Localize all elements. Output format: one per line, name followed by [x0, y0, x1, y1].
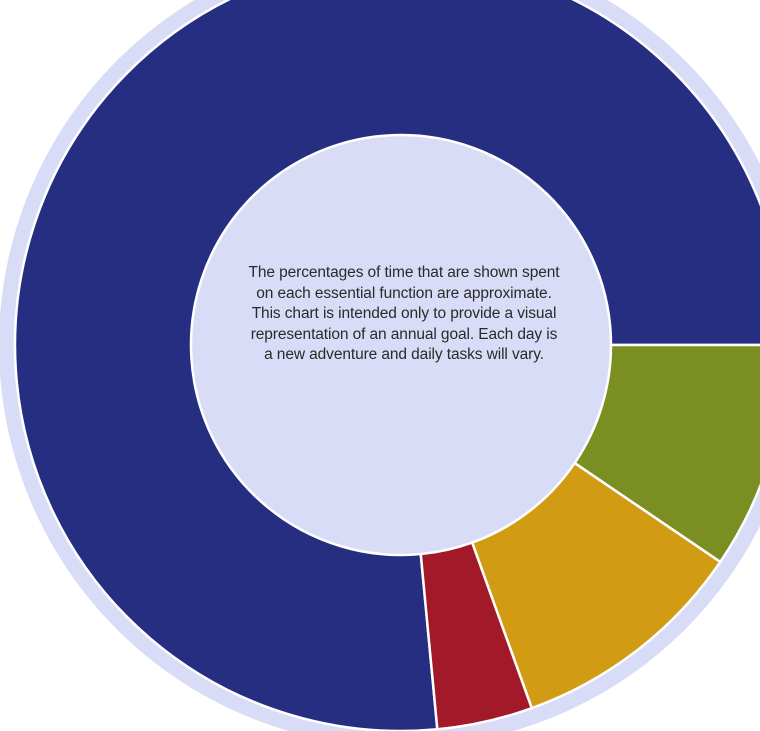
- center-note: The percentages of time that are shown s…: [246, 263, 562, 366]
